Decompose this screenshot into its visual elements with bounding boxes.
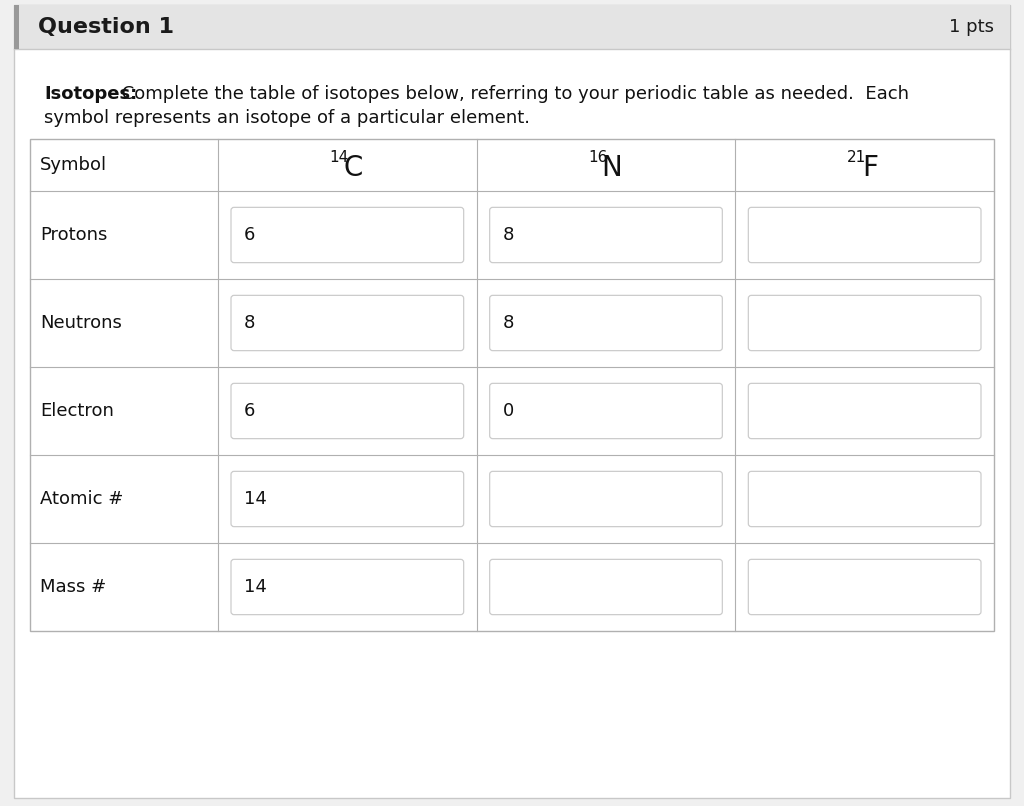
Text: Electron: Electron — [40, 402, 114, 420]
Text: Mass #: Mass # — [40, 578, 106, 596]
Text: 1 pts: 1 pts — [949, 18, 994, 36]
Text: 21: 21 — [847, 151, 866, 165]
FancyBboxPatch shape — [749, 207, 981, 263]
Text: Atomic #: Atomic # — [40, 490, 123, 508]
FancyBboxPatch shape — [231, 207, 464, 263]
Text: 8: 8 — [503, 314, 514, 332]
Text: 6: 6 — [244, 226, 255, 244]
Text: Question 1: Question 1 — [38, 17, 174, 37]
FancyBboxPatch shape — [489, 207, 722, 263]
Text: 8: 8 — [503, 226, 514, 244]
Bar — [14, 5, 1010, 49]
Text: symbol represents an isotope of a particular element.: symbol represents an isotope of a partic… — [44, 109, 530, 127]
Text: Complete the table of isotopes below, referring to your periodic table as needed: Complete the table of isotopes below, re… — [116, 85, 909, 103]
FancyBboxPatch shape — [489, 295, 722, 351]
Text: 14: 14 — [330, 151, 349, 165]
FancyBboxPatch shape — [489, 472, 722, 526]
Text: Symbol: Symbol — [40, 156, 108, 174]
Bar — [30, 139, 994, 631]
Text: 14: 14 — [244, 490, 267, 508]
Text: 8: 8 — [244, 314, 255, 332]
Text: Protons: Protons — [40, 226, 108, 244]
Text: Neutrons: Neutrons — [40, 314, 122, 332]
FancyBboxPatch shape — [749, 384, 981, 438]
Text: 0: 0 — [503, 402, 514, 420]
Bar — [30, 139, 994, 631]
Text: 14: 14 — [244, 578, 267, 596]
Text: N: N — [602, 154, 623, 182]
FancyBboxPatch shape — [489, 384, 722, 438]
Bar — [14, 5, 19, 49]
FancyBboxPatch shape — [749, 472, 981, 526]
Text: Isotopes:: Isotopes: — [44, 85, 137, 103]
FancyBboxPatch shape — [231, 384, 464, 438]
Text: F: F — [862, 154, 879, 182]
FancyBboxPatch shape — [749, 559, 981, 615]
FancyBboxPatch shape — [489, 559, 722, 615]
Text: 6: 6 — [244, 402, 255, 420]
FancyBboxPatch shape — [231, 472, 464, 526]
FancyBboxPatch shape — [231, 295, 464, 351]
Text: C: C — [344, 154, 364, 182]
FancyBboxPatch shape — [749, 295, 981, 351]
Text: 16: 16 — [589, 151, 607, 165]
FancyBboxPatch shape — [231, 559, 464, 615]
